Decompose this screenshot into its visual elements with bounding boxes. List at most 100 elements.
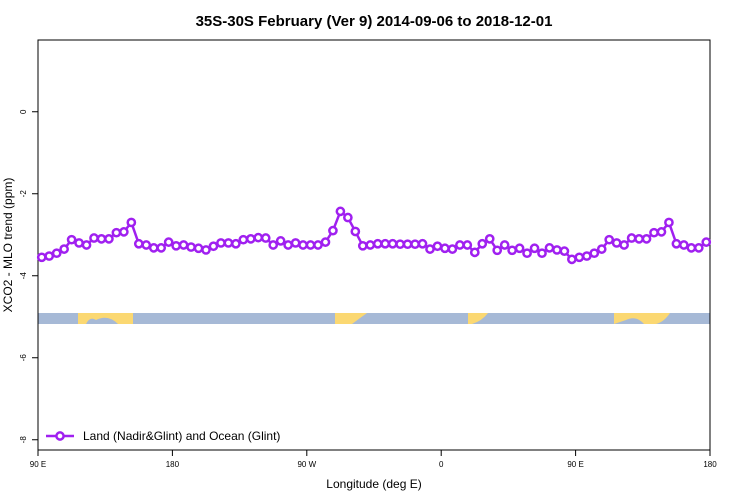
data-point (507, 245, 517, 256)
data-point (245, 234, 256, 244)
data-point (298, 240, 308, 250)
data-point (133, 238, 144, 249)
data-point (74, 238, 84, 248)
ocean-band (38, 313, 710, 324)
y-tick-label: 0 (19, 109, 28, 114)
data-point (81, 240, 92, 250)
series-line (41, 209, 708, 261)
data-point (328, 225, 338, 236)
data-point (619, 240, 629, 250)
data-point (156, 243, 167, 253)
data-point (59, 244, 69, 254)
data-point (574, 252, 585, 263)
data-point (596, 244, 607, 254)
data-point (686, 243, 697, 253)
data-point (492, 245, 503, 256)
data-point (208, 241, 219, 252)
data-point (260, 233, 271, 243)
data-point (201, 245, 211, 255)
data-point (425, 244, 435, 254)
data-point (693, 243, 704, 253)
y-tick-label: -6 (19, 354, 28, 362)
data-point (66, 234, 77, 245)
data-point (641, 234, 652, 244)
data-point (89, 233, 99, 243)
land-patch (78, 313, 133, 324)
data-point (365, 240, 376, 250)
x-tick-label: 180 (703, 460, 717, 469)
data-point (432, 241, 443, 252)
data-point (634, 234, 644, 244)
data-point (178, 240, 189, 250)
data-point (343, 212, 353, 223)
data-point (611, 238, 622, 248)
data-point (350, 226, 361, 237)
data-point (268, 240, 279, 250)
data-point (671, 238, 682, 249)
data-point (111, 227, 122, 238)
x-axis-label: Longitude (deg E) (326, 477, 421, 491)
data-point (455, 240, 465, 250)
data-point (417, 238, 428, 249)
data-point (163, 237, 174, 247)
data-point (253, 232, 264, 243)
data-point (664, 217, 674, 228)
data-point (462, 240, 473, 250)
data-point (335, 206, 346, 217)
data-point (231, 238, 241, 249)
data-point (679, 240, 689, 250)
data-point (96, 234, 107, 244)
land-patch (614, 313, 670, 324)
x-tick-label: 90 W (297, 460, 316, 469)
data-point (171, 240, 181, 251)
data-point (148, 243, 159, 253)
data-point (216, 238, 226, 248)
data-point (604, 234, 615, 245)
y-tick-label: -8 (19, 436, 28, 444)
data-point (223, 238, 234, 248)
land-patch (468, 313, 488, 324)
data-point (537, 248, 547, 259)
data-point (283, 240, 293, 250)
data-point (544, 243, 555, 253)
data-point (581, 251, 592, 261)
data-point (320, 237, 331, 247)
data-point (193, 243, 204, 254)
data-point (484, 234, 495, 244)
data-point (559, 246, 570, 256)
data-point (313, 240, 323, 250)
data-point (380, 238, 391, 249)
chart-title: 35S-30S February (Ver 9) 2014-09-06 to 2… (196, 13, 553, 30)
data-point (126, 217, 137, 228)
data-point (275, 236, 286, 246)
data-point (656, 227, 667, 237)
y-tick-label: -2 (19, 190, 28, 198)
x-tick-label: 90 E (567, 460, 583, 469)
data-point (119, 227, 129, 237)
x-tick-label: 90 E (30, 460, 46, 469)
x-tick-label: 0 (439, 460, 444, 469)
data-point (499, 240, 510, 250)
data-point (440, 243, 450, 254)
data-point (626, 233, 637, 243)
data-point (701, 237, 712, 247)
data-point (514, 243, 525, 254)
data-point (649, 227, 659, 238)
data-point (372, 238, 383, 249)
legend-label: Land (Nadir&Glint) and Ocean (Glint) (83, 429, 280, 443)
data-point (305, 240, 316, 250)
data-point (447, 244, 458, 254)
data-point (44, 251, 55, 261)
data-point (186, 242, 196, 252)
legend-marker (55, 431, 65, 441)
y-tick-label: -4 (19, 272, 28, 280)
data-point (104, 234, 114, 244)
land-ocean-mask (38, 313, 710, 324)
data-point (357, 240, 368, 251)
data-point (238, 234, 249, 245)
x-tick-label: 180 (166, 460, 180, 469)
data-point (529, 243, 540, 254)
data-point (567, 254, 577, 265)
data-point (141, 240, 152, 250)
